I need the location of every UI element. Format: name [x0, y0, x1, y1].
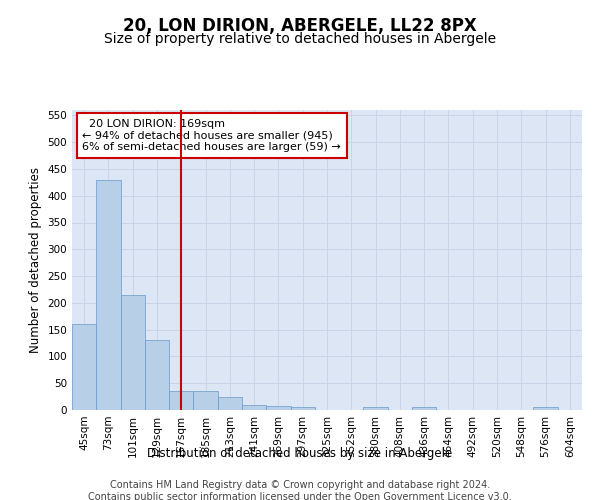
Bar [145, 340, 169, 410]
Bar [193, 391, 218, 410]
Text: Size of property relative to detached houses in Abergele: Size of property relative to detached ho… [104, 32, 496, 46]
Bar [266, 406, 290, 410]
Text: Contains public sector information licensed under the Open Government Licence v3: Contains public sector information licen… [88, 492, 512, 500]
Bar [72, 324, 96, 410]
Y-axis label: Number of detached properties: Number of detached properties [29, 167, 42, 353]
Bar [169, 391, 193, 410]
Bar [533, 408, 558, 410]
Bar [412, 408, 436, 410]
Bar [96, 180, 121, 410]
Bar [218, 396, 242, 410]
Bar [290, 407, 315, 410]
Bar [121, 295, 145, 410]
Text: 20 LON DIRION: 169sqm
← 94% of detached houses are smaller (945)
6% of semi-deta: 20 LON DIRION: 169sqm ← 94% of detached … [82, 119, 341, 152]
Bar [364, 408, 388, 410]
Bar [242, 404, 266, 410]
Text: 20, LON DIRION, ABERGELE, LL22 8PX: 20, LON DIRION, ABERGELE, LL22 8PX [123, 18, 477, 36]
Text: Distribution of detached houses by size in Abergele: Distribution of detached houses by size … [148, 448, 452, 460]
Text: Contains HM Land Registry data © Crown copyright and database right 2024.: Contains HM Land Registry data © Crown c… [110, 480, 490, 490]
